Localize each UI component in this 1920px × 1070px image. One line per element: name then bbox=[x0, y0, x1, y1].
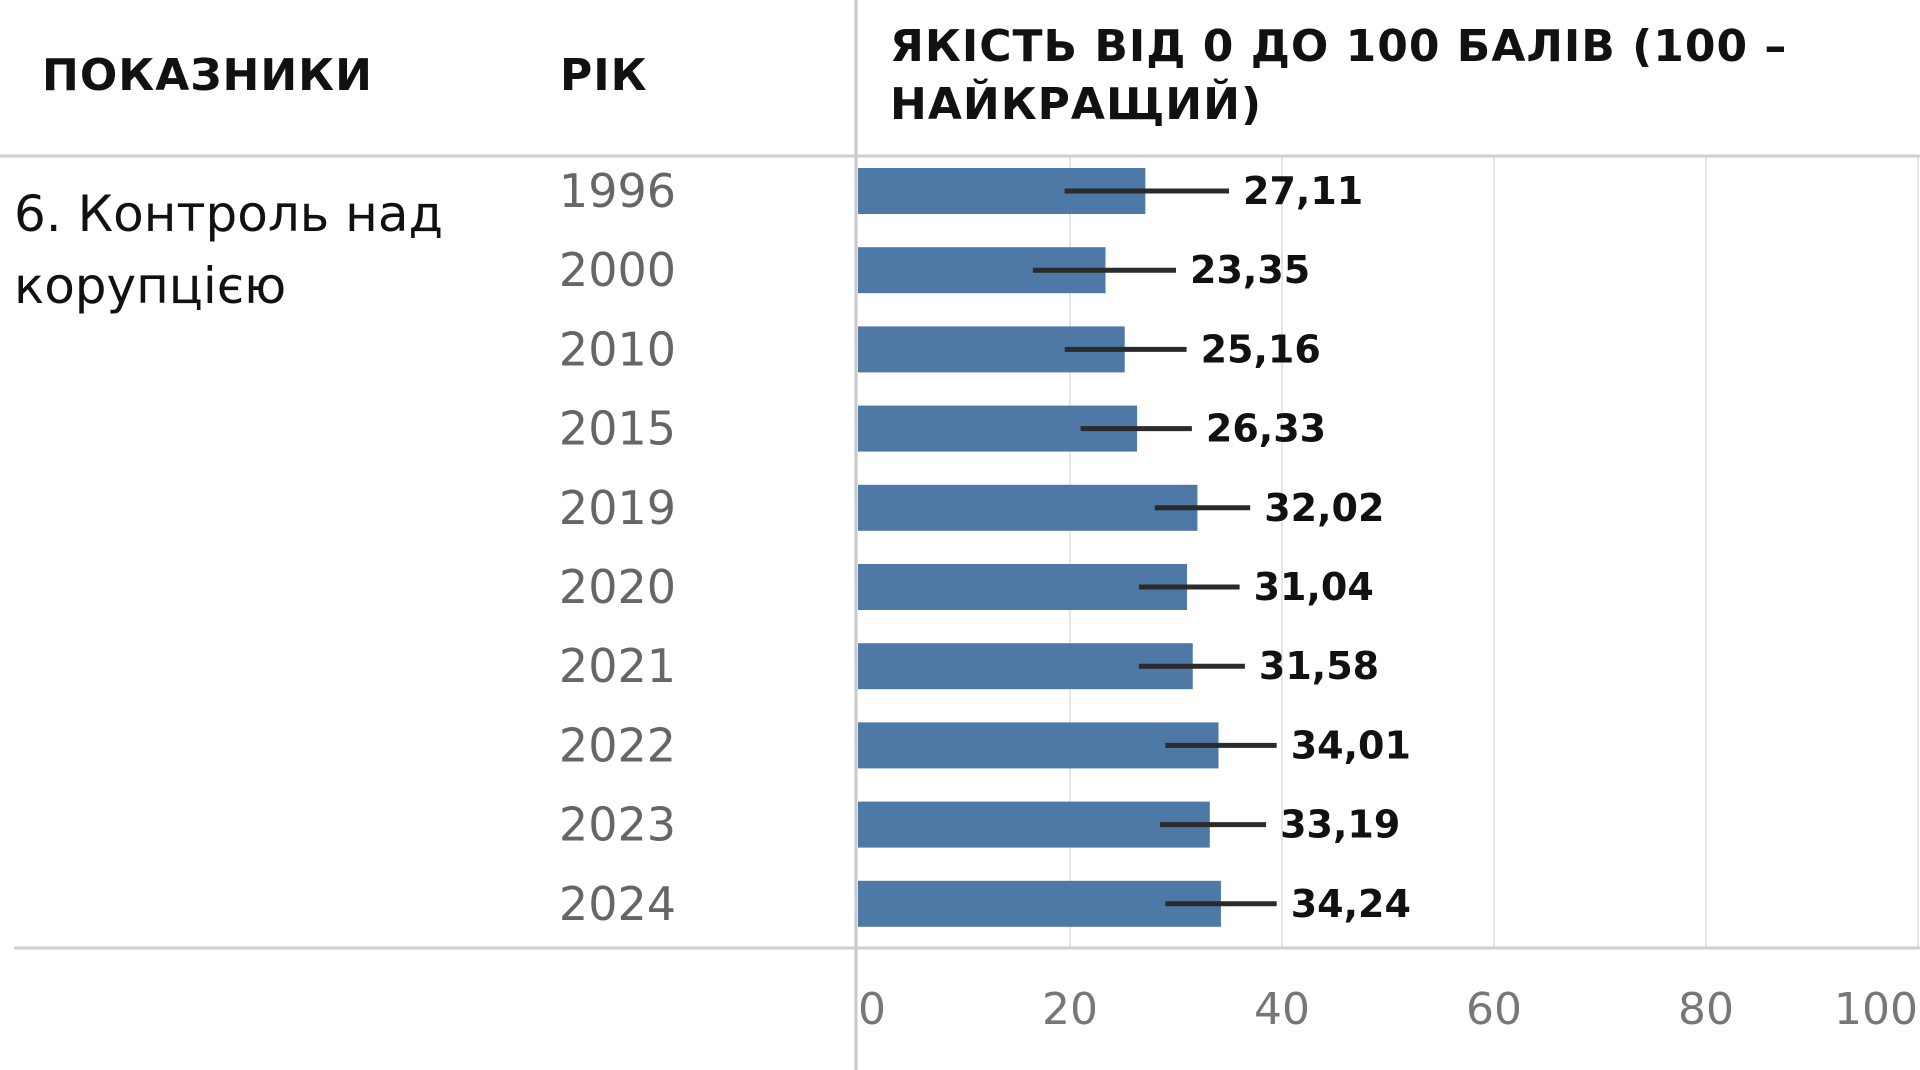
year-label: 2000 bbox=[559, 243, 676, 297]
value-label: 31,04 bbox=[1254, 565, 1374, 609]
error-bars bbox=[1032, 188, 1277, 907]
x-tick-label: 80 bbox=[1678, 984, 1734, 1035]
indicator-name: 6. Контроль над корупцією bbox=[14, 185, 444, 315]
bar bbox=[858, 643, 1193, 690]
value-label: 23,35 bbox=[1190, 248, 1310, 292]
bars bbox=[858, 168, 1221, 927]
value-label: 25,16 bbox=[1201, 327, 1321, 371]
bar bbox=[858, 801, 1210, 848]
value-label: 33,19 bbox=[1280, 803, 1400, 847]
year-label: 1996 bbox=[559, 164, 676, 218]
value-label: 32,02 bbox=[1264, 486, 1384, 530]
x-tick-label: 100 bbox=[1834, 984, 1918, 1035]
header-indicators: ПОКАЗНИКИ bbox=[42, 50, 373, 101]
x-axis-tick-labels: 0 20 40 60 80 100 bbox=[858, 984, 1918, 1035]
value-label: 27,11 bbox=[1243, 169, 1363, 213]
header-quality: ЯКІСТЬ ВІД 0 ДО 100 БАЛІВ (100 – НАЙКРАЩ… bbox=[890, 21, 1788, 130]
x-tick-label: 60 bbox=[1466, 984, 1522, 1035]
value-label: 26,33 bbox=[1206, 407, 1326, 451]
bar bbox=[858, 880, 1221, 927]
year-label: 2023 bbox=[559, 798, 676, 852]
header-year: РІК bbox=[560, 50, 648, 101]
value-label: 31,58 bbox=[1259, 644, 1379, 688]
year-label: 2020 bbox=[559, 560, 676, 614]
value-labels: 27,11 23,35 25,16 26,33 32,02 31,04 31,58 34,01… bbox=[1190, 169, 1411, 926]
x-tick-label: 20 bbox=[1042, 984, 1098, 1035]
year-label: 2022 bbox=[559, 718, 676, 772]
year-label: 2021 bbox=[559, 639, 676, 693]
value-label: 34,24 bbox=[1291, 882, 1411, 926]
year-label: 2010 bbox=[559, 322, 676, 376]
year-label: 2015 bbox=[559, 402, 676, 456]
bar bbox=[858, 484, 1198, 531]
bar bbox=[858, 722, 1219, 769]
x-tick-label: 0 bbox=[858, 984, 886, 1035]
x-tick-label: 40 bbox=[1254, 984, 1310, 1035]
value-label: 34,01 bbox=[1291, 723, 1411, 767]
year-label: 2019 bbox=[559, 481, 676, 535]
year-labels: 1996 2000 2010 2015 2019 2020 2021 2022 2023 2024 bbox=[559, 164, 676, 931]
year-label: 2024 bbox=[559, 877, 676, 931]
bar bbox=[858, 564, 1188, 610]
